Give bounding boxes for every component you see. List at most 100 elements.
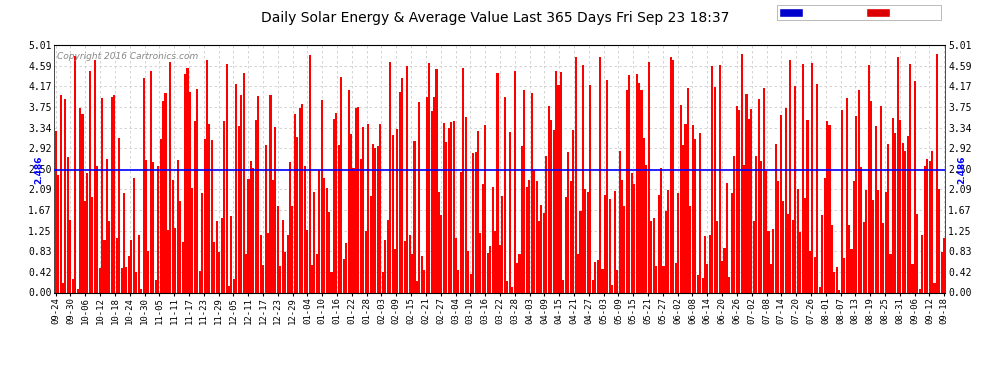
Bar (179, 201, 181, 292)
Bar (560, 72, 562, 292)
Bar (338, 145, 340, 292)
Bar (414, 141, 416, 292)
Bar (149, 71, 151, 292)
Bar (704, 236, 706, 292)
Bar (606, 80, 609, 292)
Bar (665, 211, 667, 292)
Bar (909, 64, 911, 292)
Bar (747, 119, 750, 292)
Bar (802, 64, 804, 292)
Bar (631, 173, 633, 292)
Bar (452, 122, 454, 292)
Bar (469, 274, 471, 292)
Bar (516, 263, 518, 292)
Bar (323, 178, 326, 292)
Bar (209, 124, 211, 292)
Bar (816, 84, 819, 292)
Bar (311, 265, 313, 292)
Bar (829, 125, 831, 292)
Bar (870, 101, 872, 292)
Text: 2.486: 2.486 (34, 156, 43, 184)
Bar (494, 231, 496, 292)
Bar (359, 159, 362, 292)
Bar (848, 225, 850, 292)
Bar (362, 128, 364, 292)
Bar (741, 54, 742, 292)
Bar (850, 249, 852, 292)
Bar (634, 184, 636, 292)
Bar (729, 277, 731, 292)
Bar (499, 245, 501, 292)
Bar (289, 162, 291, 292)
Bar (86, 174, 88, 292)
Bar (138, 235, 140, 292)
Bar (426, 97, 428, 292)
Bar (306, 230, 308, 292)
Bar (216, 221, 218, 292)
Bar (333, 119, 335, 292)
Bar (845, 98, 847, 292)
Bar (174, 228, 176, 292)
Bar (294, 114, 296, 292)
Bar (743, 165, 745, 292)
Bar (384, 240, 386, 292)
Bar (389, 62, 391, 292)
Bar (169, 62, 171, 292)
Bar (391, 135, 394, 292)
Bar (504, 97, 506, 292)
Bar (279, 266, 281, 292)
Bar (789, 60, 791, 292)
Bar (479, 233, 481, 292)
Bar (211, 140, 213, 292)
Bar (213, 242, 216, 292)
Bar (450, 122, 452, 292)
Bar (574, 57, 576, 292)
Bar (274, 127, 276, 292)
Bar (755, 156, 757, 292)
Bar (892, 118, 894, 292)
Bar (69, 220, 71, 292)
Bar (76, 288, 78, 292)
Bar (121, 268, 123, 292)
Bar (533, 170, 536, 292)
Bar (726, 183, 728, 292)
Bar (196, 89, 198, 292)
Bar (529, 180, 531, 292)
Bar (770, 264, 772, 292)
Bar (902, 143, 904, 292)
Bar (739, 110, 741, 292)
Bar (382, 272, 384, 292)
Bar (926, 159, 929, 292)
Bar (236, 84, 238, 292)
Bar (524, 90, 526, 292)
Bar (797, 189, 799, 292)
Bar (775, 144, 777, 292)
Bar (799, 232, 801, 292)
Bar (264, 145, 266, 292)
Bar (113, 95, 115, 292)
Bar (782, 201, 784, 292)
Bar (354, 108, 357, 292)
Bar (409, 236, 411, 292)
Bar (249, 161, 252, 292)
Bar (304, 166, 306, 292)
Bar (667, 190, 669, 292)
Bar (936, 54, 938, 292)
Bar (831, 225, 833, 292)
Bar (241, 95, 243, 292)
Bar (629, 75, 631, 292)
Bar (399, 92, 401, 292)
Bar (826, 121, 828, 292)
Bar (521, 147, 523, 292)
Bar (804, 198, 806, 292)
Bar (281, 220, 284, 292)
Bar (762, 88, 764, 292)
Bar (424, 270, 426, 292)
Bar (875, 126, 877, 292)
Bar (843, 258, 845, 292)
Bar (277, 206, 279, 292)
Bar (243, 74, 245, 292)
Bar (123, 193, 125, 292)
Bar (194, 121, 196, 292)
Bar (894, 133, 897, 292)
